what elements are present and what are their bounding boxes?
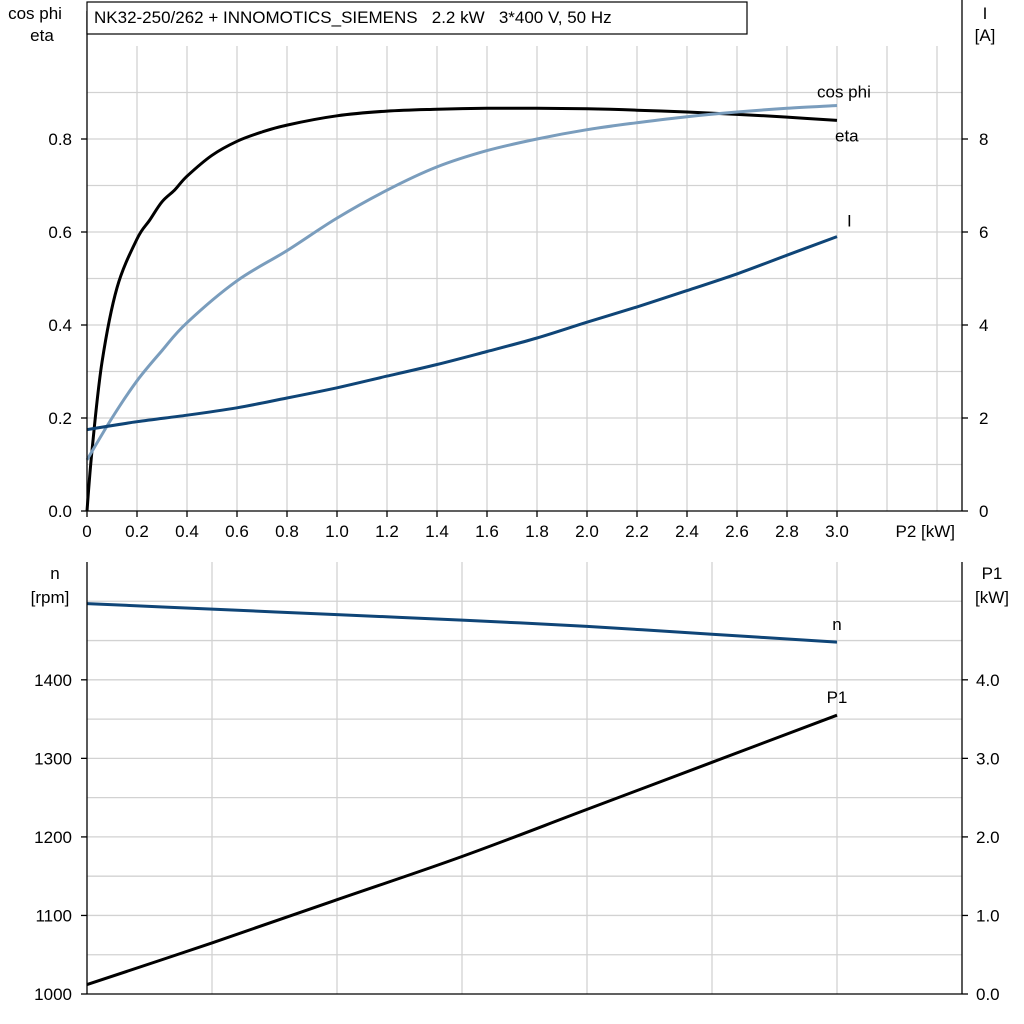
series-label-cos-phi: cos phi: [817, 83, 871, 102]
top-left-y-tick-label: 0.2: [48, 409, 72, 428]
top-x-tick-label: 2.6: [725, 522, 749, 541]
top-x-tick-label: 1.0: [325, 522, 349, 541]
bottom-left-y-tick-label: 1300: [34, 749, 72, 768]
top-left-y-tick-label: 0.8: [48, 130, 72, 149]
top-left-y-tick-label: 0.0: [48, 502, 72, 521]
top-panel-curves: eta cos phi I: [85, 83, 871, 512]
top-x-tick-label: 3.0: [825, 522, 849, 541]
bottom-left-y-tick-label: 1200: [34, 828, 72, 847]
series-line-p1: [86, 713, 838, 987]
bottom-left-y-tick-label: 1000: [34, 985, 72, 1004]
top-right-y-tick-label: 0: [979, 502, 988, 521]
bottom-right-ylabel-p1: P1: [982, 564, 1003, 583]
bottom-right-y-tick-label: 3.0: [976, 749, 1000, 768]
bottom-left-ylabel-unit: [rpm]: [31, 588, 70, 607]
bottom-left-y-tick-label: 1400: [34, 671, 72, 690]
series-line-eta: [85, 106, 838, 512]
series-line-cos-phi: [85, 104, 838, 461]
bottom-panel-curves: n P1: [86, 602, 848, 987]
bottom-right-y-tick-label: 2.0: [976, 828, 1000, 847]
bottom-right-y-tick-label: 1.0: [976, 906, 1000, 925]
top-left-ylabel-cos-phi: cos phi: [8, 4, 62, 23]
top-right-y-tick-label: 4: [979, 316, 988, 335]
bottom-panel-grid: [87, 562, 962, 994]
bottom-panel-tick-labels: 1000 1100 1200 1300 1400 0.0 1.0 2.0 3.0 4.0: [34, 671, 999, 1004]
top-left-y-tick-label: 0.6: [48, 223, 72, 242]
top-right-ylabel-i: I: [983, 4, 988, 23]
top-right-ylabel-unit: [A]: [975, 26, 996, 45]
top-left-ylabel-eta: eta: [30, 26, 54, 45]
top-x-tick-label: 0.2: [125, 522, 149, 541]
chart-title-box: [86, 1, 748, 35]
series-label-p1: P1: [827, 688, 848, 707]
series-label-n: n: [832, 615, 841, 634]
top-panel-tick-labels: 0 0.2 0.4 0.6 0.8 1.0 1.2 1.4 1.6 1.8 2.0 2.2 2.4 2.6…: [48, 130, 988, 541]
bottom-right-y-tick-label: 4.0: [976, 671, 1000, 690]
top-x-tick-label: 1.2: [375, 522, 399, 541]
top-panel-grid: [87, 46, 962, 511]
bottom-left-ylabel-n: n: [50, 564, 59, 583]
bottom-right-y-tick-label: 0.0: [976, 985, 1000, 1004]
series-line-n: [86, 602, 838, 644]
series-label-i: I: [847, 212, 852, 231]
top-x-tick-label: 0.4: [175, 522, 199, 541]
top-x-tick-label: 0: [82, 522, 91, 541]
top-x-tick-label: 1.8: [525, 522, 549, 541]
top-right-y-tick-label: 8: [979, 130, 988, 149]
top-x-tick-label: 2.8: [775, 522, 799, 541]
top-right-y-tick-label: 2: [979, 409, 988, 428]
top-panel-axes: [86, 0, 963, 512]
series-line-i: [86, 235, 838, 432]
top-x-tick-label: 1.4: [425, 522, 449, 541]
top-x-tick-label: 2.4: [675, 522, 699, 541]
top-x-tick-label: 1.6: [475, 522, 499, 541]
top-x-tick-label: 0.8: [275, 522, 299, 541]
top-right-y-tick-label: 6: [979, 223, 988, 242]
top-x-axis-label: P2 [kW]: [895, 522, 955, 541]
bottom-panel-axes: [86, 562, 963, 995]
top-x-tick-label: 2.2: [625, 522, 649, 541]
top-x-tick-label: 2.0: [575, 522, 599, 541]
chart-title: NK32-250/262 + INNOMOTICS_SIEMENS 2.2 kW…: [94, 8, 612, 27]
bottom-right-ylabel-unit: [kW]: [975, 588, 1009, 607]
series-label-eta: eta: [835, 126, 859, 145]
bottom-left-y-tick-label: 1100: [35, 906, 72, 925]
top-x-tick-label: 0.6: [225, 522, 249, 541]
top-left-y-tick-label: 0.4: [48, 316, 72, 335]
